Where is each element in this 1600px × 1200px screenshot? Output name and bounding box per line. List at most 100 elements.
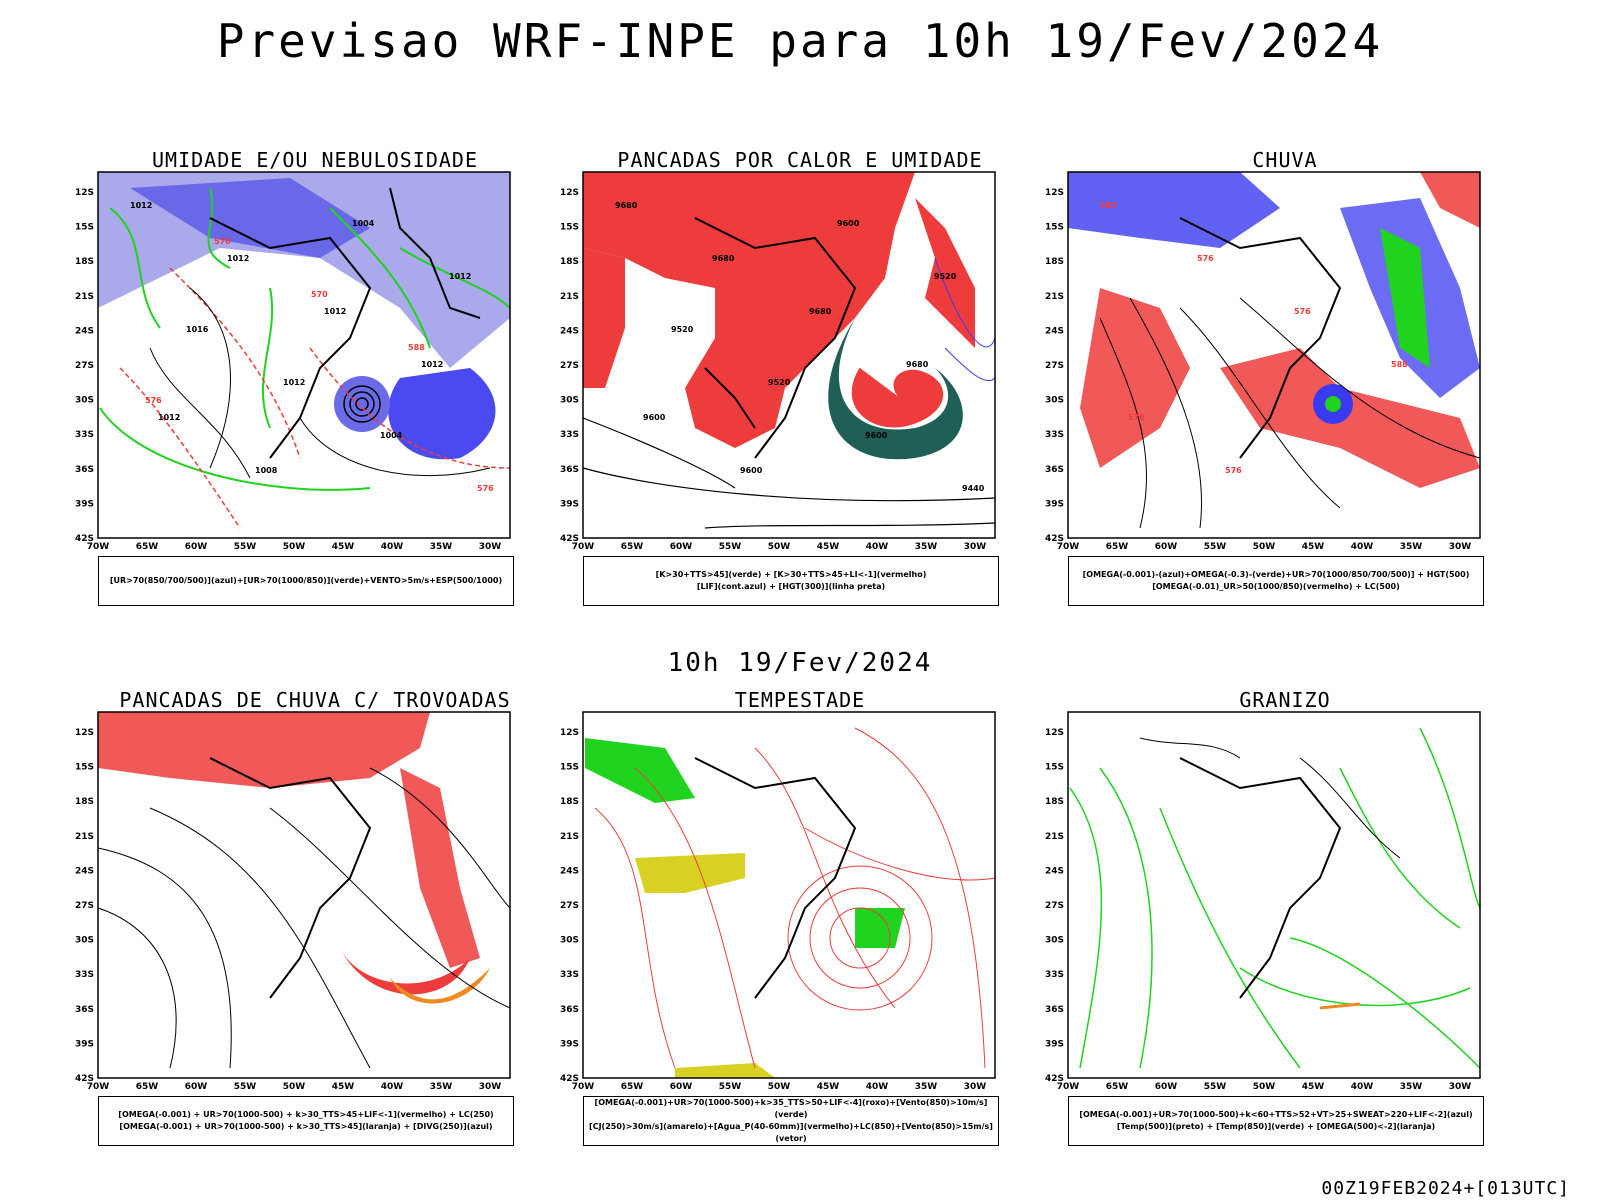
lon-tick-label: 55W	[234, 542, 257, 552]
lat-tick-label: 12S	[1045, 188, 1064, 198]
contour-label: 588	[408, 343, 425, 352]
lat-tick-label: 24S	[560, 866, 579, 876]
lon-tick-label: 65W	[136, 1082, 159, 1092]
lon-tick-label: 40W	[866, 542, 889, 552]
contour-label: 1012	[324, 307, 346, 316]
lat-tick-label: 18S	[1045, 797, 1064, 807]
contour-label: 1012	[449, 272, 471, 281]
lon-tick-label: 50W	[768, 1082, 791, 1092]
contour-label: 1008	[255, 466, 278, 475]
lon-tick-label: 65W	[621, 542, 644, 552]
lon-tick-label: 60W	[1155, 542, 1178, 552]
coastline	[209, 187, 481, 459]
contour-label: 576	[477, 484, 494, 493]
lon-tick-label: 70W	[572, 1082, 595, 1092]
contour-label: 576	[1225, 466, 1242, 475]
legend-box: [OMEGA(-0.001) + UR>70(1000-500) + k>30_…	[98, 1096, 514, 1146]
lat-tick-label: 15S	[560, 763, 579, 773]
omega-blue-area	[1068, 172, 1280, 248]
lat-tick-label: 27S	[560, 361, 579, 371]
lon-tick-label: 55W	[719, 1082, 742, 1092]
lon-tick-label: 55W	[1204, 1082, 1227, 1092]
panel-pancadas-trovoadas: PANCADAS DE CHUVA C/ TROVOADAS 12S 15S 18S…	[70, 688, 560, 1158]
contour-label: 9680	[906, 360, 929, 369]
contour-label: 588	[1391, 360, 1408, 369]
lat-tick-label: 24S	[75, 866, 94, 876]
legend-box: [UR>70(850/700/500)](azul)+[UR>70(1000/8…	[98, 556, 514, 606]
lon-tick-label: 60W	[670, 542, 693, 552]
contour-label: 576	[1197, 254, 1214, 263]
lat-tick-label: 30S	[75, 396, 94, 406]
lon-tick-label: 45W	[332, 542, 355, 552]
lat-tick-label: 27S	[1045, 901, 1064, 911]
legend-box: [OMEGA(-0.001)+UR>70(1000-500)+k<60+TTS>…	[1068, 1096, 1484, 1146]
omega-orange-marks	[1319, 1002, 1361, 1010]
coastline	[1179, 757, 1342, 999]
lat-tick-label: 18S	[560, 257, 579, 267]
lon-tick-label: 55W	[234, 1082, 257, 1092]
lon-tick-label: 70W	[87, 1082, 110, 1092]
lon-tick-label: 70W	[572, 542, 595, 552]
lat-tick-label: 27S	[75, 361, 94, 371]
lat-tick-label: 18S	[75, 257, 94, 267]
lat-tick-label: 30S	[560, 396, 579, 406]
lon-tick-label: 45W	[1302, 542, 1325, 552]
panel-granizo: GRANIZO 12S 15S 18S 21S 24S 27S 30S 33S 36S 39S 42…	[1040, 688, 1530, 1158]
lat-tick-label: 42S	[1045, 534, 1064, 544]
contour-label: 9600	[740, 466, 763, 475]
lon-tick-label: 65W	[1106, 542, 1129, 552]
coastline	[694, 217, 857, 459]
lat-tick-label: 24S	[1045, 866, 1064, 876]
lat-tick-label: 33S	[75, 970, 94, 980]
lat-tick-label: 36S	[1045, 465, 1064, 475]
lon-tick-label: 70W	[87, 542, 110, 552]
panel-umidade: UMIDADE E/OU NEBULOSIDADE 12S 15S 18S 21S 24…	[70, 148, 560, 618]
lon-tick-label: 35W	[430, 542, 453, 552]
lat-tick-label: 12S	[1045, 728, 1064, 738]
lon-tick-label: 60W	[1155, 1082, 1178, 1092]
lon-tick-label: 50W	[1253, 542, 1276, 552]
panel-chuva: CHUVA 12S 15S 18S 21S 24S 27S 30S 33S 36S 39S 42S 7…	[1040, 148, 1530, 618]
legend-box: [K>30+TTS>45](verde) + [K>30+TTS>45+LI<-…	[583, 556, 999, 606]
contour-label: 9440	[962, 484, 985, 493]
lon-tick-label: 45W	[817, 1082, 840, 1092]
lat-tick-label: 12S	[75, 728, 94, 738]
lon-tick-label: 30W	[479, 1082, 502, 1092]
lon-tick-label: 45W	[1302, 1082, 1325, 1092]
lat-tick-label: 27S	[560, 901, 579, 911]
contour-label: 576	[145, 396, 162, 405]
lat-tick-label: 39S	[1045, 1039, 1064, 1049]
lat-tick-label: 30S	[560, 936, 579, 946]
legend-box: [OMEGA(-0.001)+UR>70(1000-500)+k>35_TTS>…	[583, 1096, 999, 1146]
wind-green-area	[585, 738, 695, 803]
lon-tick-label: 70W	[1057, 542, 1080, 552]
contour-label: 1012	[130, 201, 152, 210]
lat-tick-label: 21S	[75, 832, 94, 842]
contour-label: 576	[1128, 413, 1145, 422]
omega-red-area	[1080, 288, 1190, 468]
lat-tick-label: 30S	[75, 936, 94, 946]
darkgreen-spiral	[828, 318, 963, 460]
lon-tick-label: 45W	[817, 542, 840, 552]
lon-tick-label: 50W	[283, 542, 306, 552]
lat-tick-label: 36S	[75, 465, 94, 475]
contour-label: 9520	[768, 378, 791, 387]
lat-tick-label: 39S	[1045, 499, 1064, 509]
lat-tick-label: 15S	[75, 763, 94, 773]
contour-label: 9680	[809, 307, 832, 316]
panel-title: CHUVA	[1252, 148, 1318, 172]
contour-label: 570	[311, 290, 328, 299]
lon-tick-label: 40W	[1351, 1082, 1374, 1092]
lat-tick-label: 33S	[1045, 430, 1064, 440]
lon-tick-label: 45W	[332, 1082, 355, 1092]
panel-tempestade: TEMPESTADE 12S 15S 18S 21S 24S 27S 30S 33S 36S 39…	[555, 688, 1045, 1158]
mid-title: 10h 19/Fev/2024	[667, 648, 933, 678]
contour-label: 9600	[865, 431, 888, 440]
panel-title: TEMPESTADE	[734, 688, 866, 712]
panel-title: PANCADAS DE CHUVA C/ TROVOADAS	[119, 688, 511, 712]
lat-tick-label: 15S	[560, 223, 579, 233]
lat-tick-label: 36S	[75, 1005, 94, 1015]
